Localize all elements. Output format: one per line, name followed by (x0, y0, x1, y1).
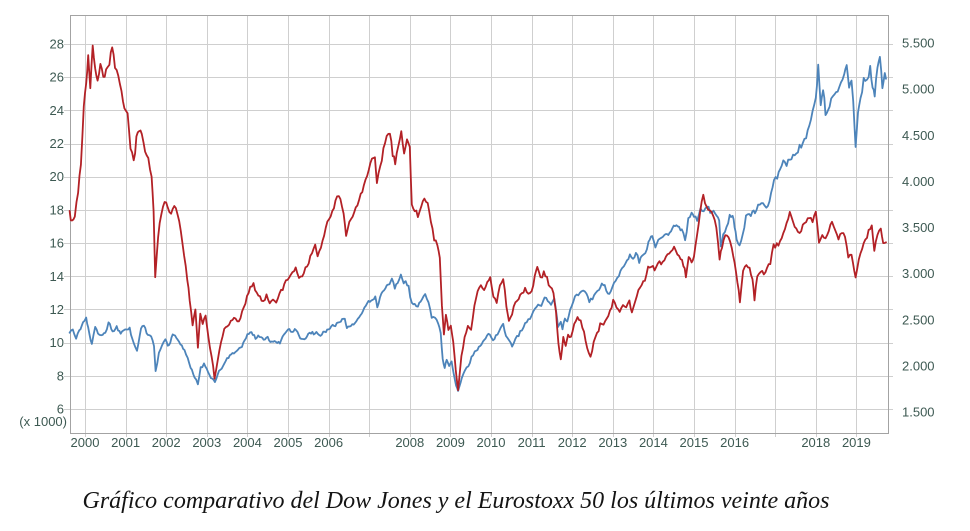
chart-grid (64, 15, 893, 437)
dow-jones-line (68, 56, 887, 392)
eurostoxx-line (68, 44, 887, 392)
right-axis-tick-label: 3.000 (902, 266, 935, 281)
x-axis-tick-label: 2001 (111, 435, 140, 450)
left-axis-tick-label: 10 (50, 335, 64, 350)
left-axis-unit-label: (x 1000) (19, 414, 67, 429)
right-axis-tick-label: 5.500 (902, 36, 935, 51)
x-axis-tick-label: 2006 (314, 435, 343, 450)
chart-caption: Gráfico comparativo del Dow Jones y el E… (82, 488, 830, 514)
x-axis-tick-label: 2019 (842, 435, 871, 450)
right-axis-tick-label: 4.000 (902, 174, 935, 189)
right-axis-tick-label: 5.000 (902, 82, 935, 97)
x-axis-tick-label: 2005 (274, 435, 303, 450)
x-axis-tick-label: 2011 (518, 435, 546, 450)
left-axis-tick-label: 20 (50, 169, 64, 184)
x-axis-tick-label: 2014 (639, 435, 668, 450)
left-axis-labels: 28 26 24 22 20 18 16 14 12 10 8 6(x 1000) (19, 37, 67, 430)
right-axis-tick-label: 2.000 (902, 358, 935, 373)
x-axis-tick-label: 2015 (680, 435, 709, 450)
x-axis-labels: 2000 2001 2002 2003 2004 2005 2006 2008 2009 2010… (71, 435, 871, 450)
left-axis-tick-label: 22 (50, 136, 64, 151)
x-axis-tick-label: 2002 (152, 435, 181, 450)
left-axis-tick-label: 24 (50, 103, 64, 118)
x-axis-tick-label: 2013 (598, 435, 627, 450)
plot-border (70, 15, 889, 434)
left-axis-tick-label: 12 (50, 302, 64, 317)
left-axis-tick-label: 8 (57, 368, 64, 383)
left-axis-tick-label: 16 (50, 236, 64, 251)
x-axis-tick-label: 2000 (71, 435, 100, 450)
left-axis-tick-label: 14 (50, 269, 64, 284)
right-axis-tick-label: 1.500 (902, 405, 935, 420)
x-axis-tick-label: 2010 (477, 435, 506, 450)
x-axis-tick-label: 2004 (233, 435, 262, 450)
left-axis-tick-label: 28 (50, 37, 64, 52)
x-axis-tick-label: 2008 (395, 435, 424, 450)
right-axis-tick-label: 4.500 (902, 128, 935, 143)
left-axis-tick-label: 26 (50, 70, 64, 85)
right-axis-tick-label: 2.500 (902, 312, 935, 327)
x-axis-tick-label: 2016 (720, 435, 749, 450)
left-axis-tick-label: 18 (50, 202, 64, 217)
x-axis-tick-label: 2018 (801, 435, 830, 450)
right-axis-labels: 5.500 5.000 4.500 4.000 3.500 3.000 2.500 2.000… (902, 36, 935, 420)
left-axis-tick-label: 6 (57, 402, 64, 417)
right-axis-tick-label: 3.500 (902, 220, 935, 235)
x-axis-tick-label: 2003 (192, 435, 221, 450)
x-axis-tick-label: 2012 (558, 435, 587, 450)
dow-eurostoxx-comparison-chart: 28 26 24 22 20 18 16 14 12 10 8 6 (x 1000) 5.500 5.000… (19, 15, 935, 450)
x-axis-tick-label: 2009 (436, 435, 465, 450)
